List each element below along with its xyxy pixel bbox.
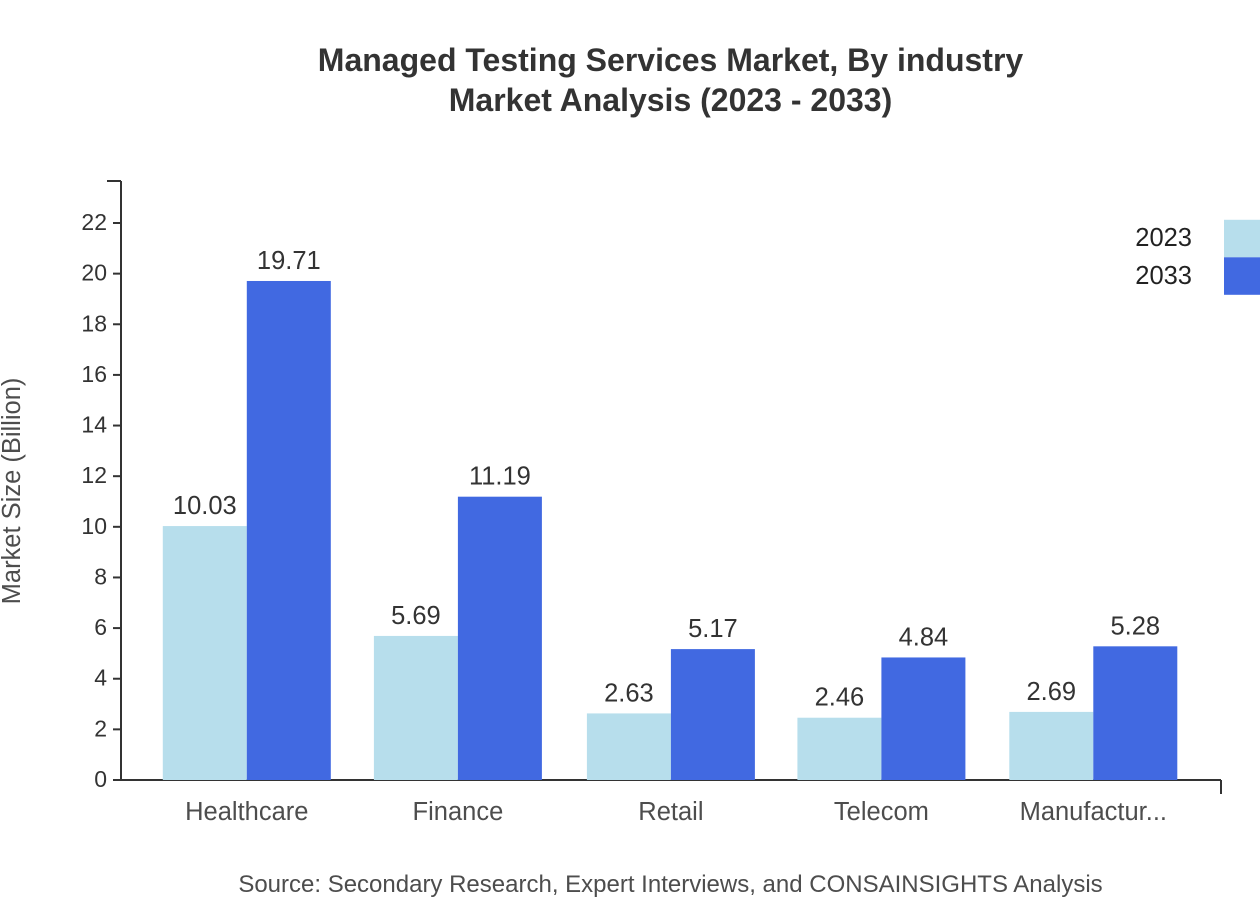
svg-text:2023: 2023 [1135,224,1192,252]
svg-text:19.71: 19.71 [257,247,321,275]
svg-text:6: 6 [94,614,107,640]
svg-text:4.84: 4.84 [899,623,949,651]
svg-text:14: 14 [81,412,107,438]
svg-text:5.17: 5.17 [688,615,738,643]
svg-text:2.46: 2.46 [815,684,865,712]
svg-text:20: 20 [81,260,107,286]
svg-text:2: 2 [94,715,107,741]
svg-text:18: 18 [81,310,107,336]
svg-text:Finance: Finance [413,798,504,826]
svg-text:11.19: 11.19 [469,463,531,491]
svg-text:12: 12 [81,462,107,488]
svg-text:16: 16 [81,361,107,387]
svg-text:2033: 2033 [1135,262,1192,290]
svg-text:10.03: 10.03 [173,492,237,520]
svg-text:10: 10 [81,513,107,539]
svg-text:Manufactur...: Manufactur... [1020,798,1167,826]
svg-text:22: 22 [81,209,107,235]
svg-text:8: 8 [94,563,107,589]
svg-text:Market Size (Billion): Market Size (Billion) [0,378,26,605]
svg-text:Retail: Retail [638,798,703,826]
svg-text:2.69: 2.69 [1026,678,1076,706]
svg-text:2.63: 2.63 [604,679,654,707]
svg-text:0: 0 [94,766,107,792]
svg-text:Telecom: Telecom [834,798,929,826]
svg-text:5.28: 5.28 [1110,612,1160,640]
svg-text:Healthcare: Healthcare [185,798,308,826]
svg-text:5.69: 5.69 [391,602,441,630]
svg-text:4: 4 [94,665,107,691]
